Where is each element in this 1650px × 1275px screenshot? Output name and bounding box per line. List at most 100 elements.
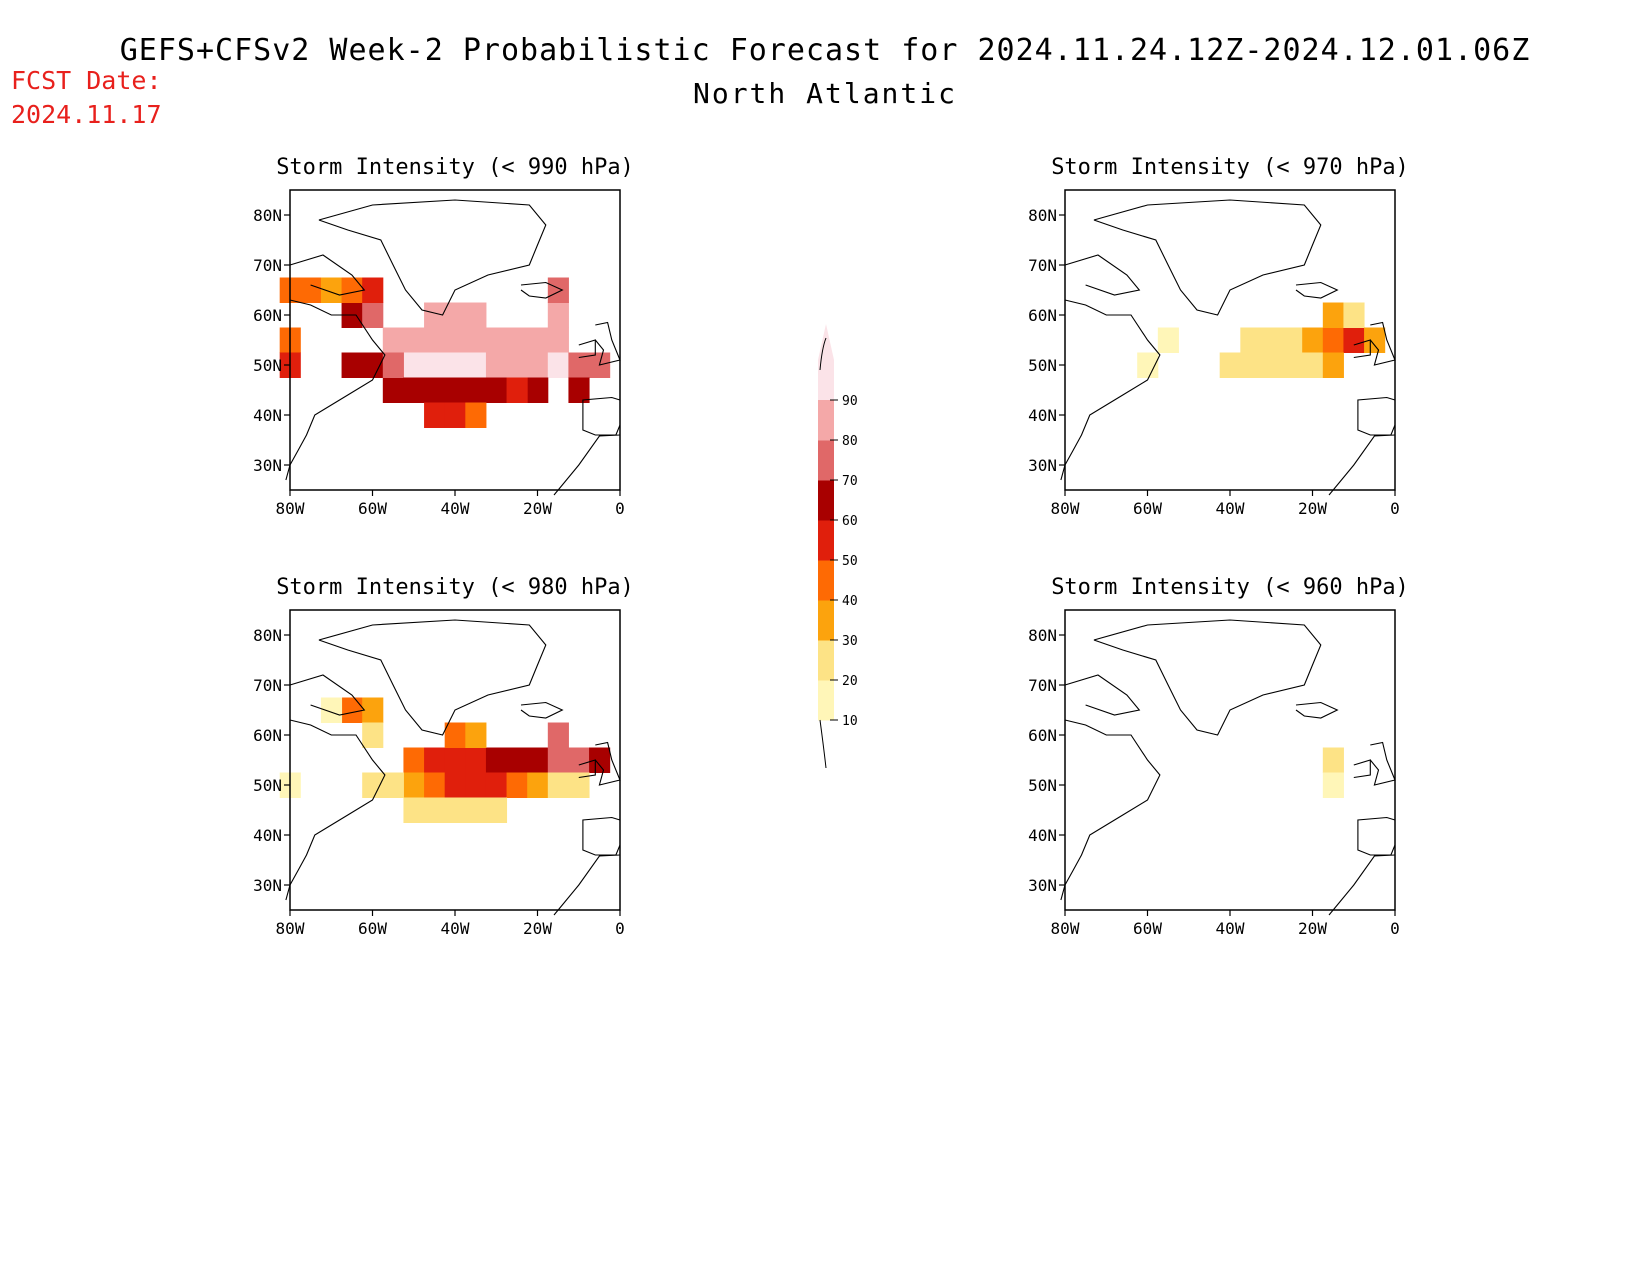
lat-tick-label: 60N [1028,306,1057,325]
lat-tick-label: 40N [1028,826,1057,845]
coastline [553,854,621,916]
lon-tick-label: 0 [1390,499,1400,518]
lat-tick-label: 80N [253,626,282,645]
prob-cell [1240,352,1262,378]
coastline [1064,674,1141,716]
prob-cell [382,352,404,378]
prob-cell [1322,352,1344,378]
prob-cell [589,747,611,773]
lat-tick-label: 40N [1028,406,1057,425]
prob-cell [362,352,384,378]
colorbar-swatch [818,680,834,721]
prob-cell [568,772,590,798]
coastline [1093,199,1322,316]
coastline [318,619,547,736]
prob-cell [424,402,446,428]
probability-cells [279,697,611,823]
colorbar-label: 20 [842,674,858,689]
prob-cell [568,747,590,773]
prob-cell [547,302,569,328]
colorbar-label: 60 [842,514,858,529]
coastline [578,339,596,359]
map-panels: Storm Intensity (< 990 hPa) 80N 70N 60N 50N 4… [253,155,1409,938]
panel-p970: Storm Intensity (< 970 hPa) 80N 70N 60N 50N 4… [1028,155,1409,518]
prob-cell [547,747,569,773]
map-frame [1064,609,1396,911]
coastlines [285,199,621,496]
prob-cell [506,747,528,773]
prob-cell [424,747,446,773]
lon-tick-label: 40W [1216,499,1245,518]
lon-tick-label: 0 [615,919,625,938]
prob-cell [568,352,590,378]
coastline [1353,759,1371,779]
prob-cell [424,327,446,353]
coastline [318,199,547,316]
prob-cell [362,302,384,328]
prob-cell [403,747,425,773]
colorbar-swatch [818,520,834,561]
prob-cell [1302,352,1324,378]
colorbar-swatch [818,440,834,481]
prob-cell [568,377,590,403]
colorbar-swatch [818,600,834,641]
lon-tick-label: 80W [276,499,305,518]
lon-tick-label: 0 [615,499,625,518]
prob-cell [424,302,446,328]
prob-cell [465,797,487,823]
lon-tick-label: 60W [1133,919,1162,938]
prob-cell [547,277,569,303]
prob-cell [444,402,466,428]
prob-cell [403,772,425,798]
prob-cell [485,797,508,823]
probability-cells [1137,302,1386,378]
prob-cell [527,327,549,353]
lat-tick-label: 80N [253,206,282,225]
lat-tick-label: 30N [253,456,282,475]
lat-tick-label: 70N [253,256,282,275]
prob-cell [1322,772,1344,798]
lat-tick-label: 30N [253,876,282,895]
prob-cell [465,722,487,748]
panel-title: Storm Intensity (< 960 hPa) [1051,575,1409,600]
prob-cell [320,697,343,723]
prob-cell [444,352,466,378]
prob-cell [506,352,528,378]
coastline [1295,281,1339,299]
coastline [1353,339,1371,359]
prob-cell [444,302,466,328]
prob-cell [1364,327,1386,353]
coastline [1369,741,1396,786]
coastline [1060,719,1161,901]
prob-cell [444,722,466,748]
prob-cell [1281,352,1303,378]
lat-tick-label: 80N [1028,206,1057,225]
lon-tick-label: 80W [1051,919,1080,938]
prob-cell [527,747,549,773]
lat-tick-label: 70N [1028,256,1057,275]
prob-cell [300,277,322,303]
colorbar-swatch [818,560,834,601]
prob-cell [1260,327,1283,353]
prob-cell [444,797,466,823]
prob-cell [465,402,487,428]
lat-tick-label: 50N [253,776,282,795]
lon-tick-label: 0 [1390,919,1400,938]
lon-tick-label: 20W [523,919,552,938]
lat-tick-label: 30N [1028,876,1057,895]
prob-cell [547,772,569,798]
colorbar: 10 20 30 40 50 60 70 80 90 [818,324,858,769]
prob-cell [1343,327,1365,353]
lat-tick-label: 60N [253,306,282,325]
coastlines [285,619,621,916]
coastlines [1060,619,1396,916]
panel-p980: Storm Intensity (< 980 hPa) 80N 70N 60N 50N 4… [253,575,634,938]
lon-tick-label: 80W [276,919,305,938]
lat-tick-label: 80N [1028,626,1057,645]
coastline [1060,299,1161,481]
prob-cell [485,377,508,403]
prob-cell [424,772,446,798]
page-subtitle: North Atlantic [693,77,957,110]
coastline [582,816,621,856]
